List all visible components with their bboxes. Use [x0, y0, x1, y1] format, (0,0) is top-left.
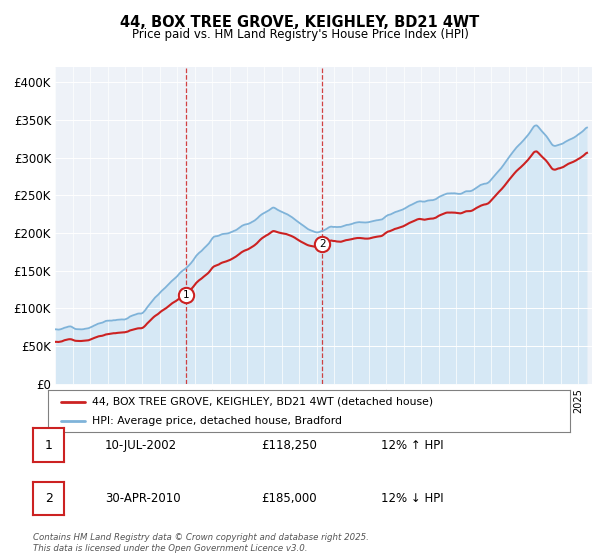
Text: 1: 1 [183, 290, 190, 300]
Text: 30-APR-2010: 30-APR-2010 [105, 492, 181, 505]
Text: 44, BOX TREE GROVE, KEIGHLEY, BD21 4WT (detached house): 44, BOX TREE GROVE, KEIGHLEY, BD21 4WT (… [92, 396, 433, 407]
Text: HPI: Average price, detached house, Bradford: HPI: Average price, detached house, Brad… [92, 416, 343, 426]
Text: Contains HM Land Registry data © Crown copyright and database right 2025.
This d: Contains HM Land Registry data © Crown c… [33, 533, 369, 553]
Text: 12% ↓ HPI: 12% ↓ HPI [381, 492, 443, 505]
Text: 1: 1 [44, 438, 53, 452]
Text: 2: 2 [44, 492, 53, 505]
Text: £185,000: £185,000 [261, 492, 317, 505]
Text: 12% ↑ HPI: 12% ↑ HPI [381, 438, 443, 452]
Text: 2: 2 [319, 239, 326, 249]
Text: Price paid vs. HM Land Registry's House Price Index (HPI): Price paid vs. HM Land Registry's House … [131, 28, 469, 41]
Text: 10-JUL-2002: 10-JUL-2002 [105, 438, 177, 452]
Text: 44, BOX TREE GROVE, KEIGHLEY, BD21 4WT: 44, BOX TREE GROVE, KEIGHLEY, BD21 4WT [121, 15, 479, 30]
Text: £118,250: £118,250 [261, 438, 317, 452]
